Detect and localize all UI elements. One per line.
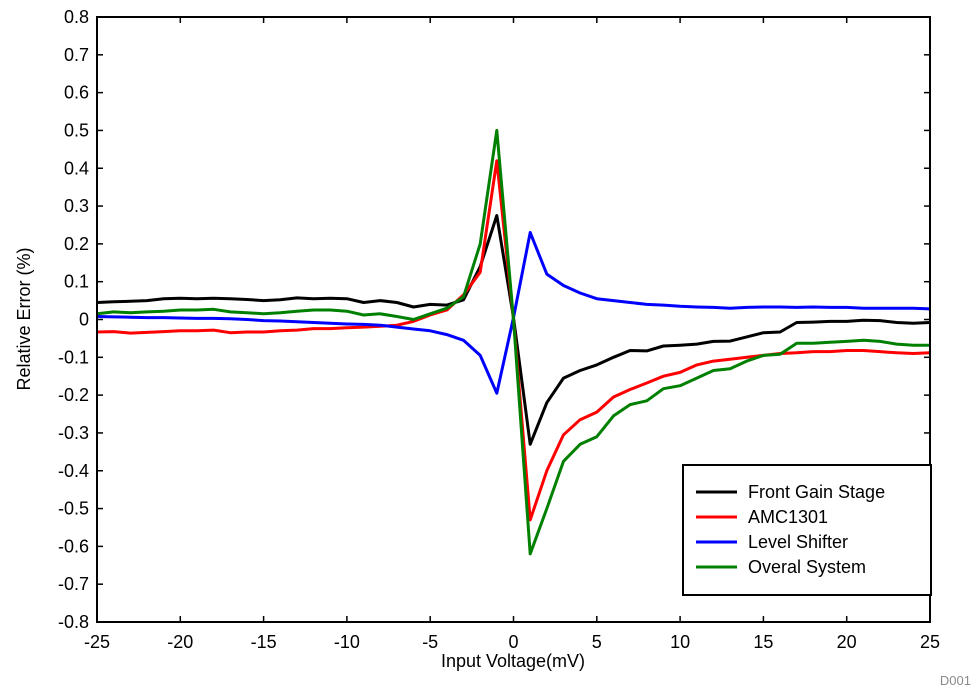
y-tick-label: 0.3 — [64, 196, 89, 216]
y-tick-labels: -0.8 -0.7 -0.6 -0.5 -0.4 -0.3 -0.2 -0.1 0 0.1 0.2 0… — [58, 7, 89, 632]
legend-label: Level Shifter — [748, 532, 848, 552]
legend-label: AMC1301 — [748, 507, 828, 527]
y-tick-label: -0.4 — [58, 461, 89, 481]
x-tick-label: 20 — [837, 632, 857, 652]
x-tick-label: 25 — [920, 632, 940, 652]
y-tick-label: 0.7 — [64, 45, 89, 65]
figure-id-stamp: D001 — [940, 673, 971, 688]
x-tick-label: 0 — [508, 632, 518, 652]
y-tick-label: -0.2 — [58, 385, 89, 405]
x-tick-label: -15 — [251, 632, 277, 652]
y-tick-label: 0 — [79, 310, 89, 330]
y-tick-label: -0.1 — [58, 347, 89, 367]
y-axis-title: Relative Error (%) — [14, 247, 34, 390]
y-tick-label: 0.2 — [64, 234, 89, 254]
x-tick-labels: -25 -20 -15 -10 -5 0 5 10 15 20 25 — [84, 632, 940, 652]
series-lines — [96, 128, 931, 556]
y-tick-label: -0.3 — [58, 423, 89, 443]
y-tick-label: -0.7 — [58, 574, 89, 594]
y-tick-label: -0.8 — [58, 612, 89, 632]
x-tick-label: -5 — [422, 632, 438, 652]
y-tick-label: 0.5 — [64, 120, 89, 140]
x-axis-title: Input Voltage(mV) — [441, 651, 585, 671]
y-tick-label: 0.4 — [64, 158, 89, 178]
legend-label: Overal System — [748, 557, 866, 577]
y-tick-label: -0.5 — [58, 499, 89, 519]
plot-frame — [96, 16, 931, 623]
x-tick-label: -20 — [167, 632, 193, 652]
x-tick-label: 10 — [670, 632, 690, 652]
legend: Front Gain Stage AMC1301 Level Shifter Over… — [682, 464, 932, 596]
x-tick-label: -10 — [334, 632, 360, 652]
legend-box — [682, 464, 932, 596]
y-tick-label: 0.8 — [64, 7, 89, 27]
x-tick-label: -25 — [84, 632, 110, 652]
legend-label: Front Gain Stage — [748, 482, 885, 502]
y-tick-label: 0.6 — [64, 83, 89, 103]
y-tick-label: 0.1 — [64, 272, 89, 292]
series-line-3 — [96, 128, 930, 556]
x-tick-label: 5 — [592, 632, 602, 652]
y-tick-label: -0.6 — [58, 536, 89, 556]
x-tick-label: 15 — [753, 632, 773, 652]
